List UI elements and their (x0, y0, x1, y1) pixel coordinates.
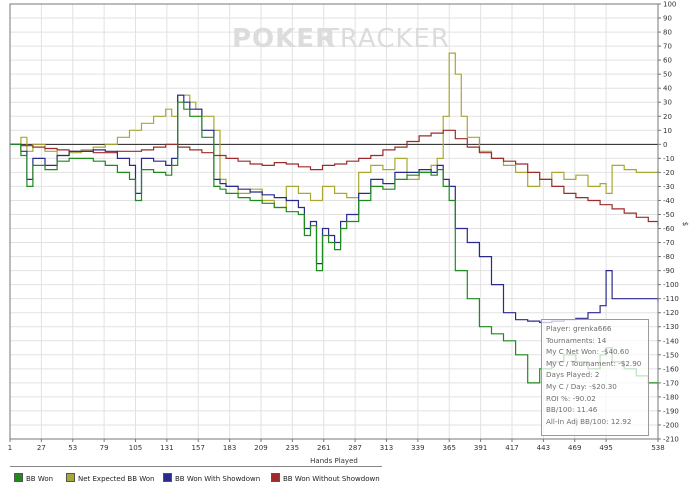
x-tick-label: 79 (100, 444, 109, 452)
x-tick-label: 469 (568, 444, 581, 452)
x-tick-label: 53 (68, 444, 77, 452)
y-tick-label: -100 (663, 281, 679, 289)
x-tick-label: 183 (223, 444, 236, 452)
legend: BB Won Net Expected BB Won BB Won With S… (0, 466, 700, 493)
y-tick-label: -110 (663, 295, 679, 303)
y-tick-label: 60 (663, 57, 672, 65)
stat-player: Player: grenka666 (546, 324, 612, 333)
x-axis-label: Hands Played (310, 457, 358, 465)
y-tick-label: -50 (663, 211, 674, 219)
y-tick-label: -10 (663, 155, 674, 163)
x-tick-label: 417 (505, 444, 518, 452)
stats-panel: Player: grenka666 Tournaments: 14 My C N… (541, 319, 649, 436)
watermark-brand-b: TRACKER (322, 24, 450, 54)
y-tick-label: 20 (663, 113, 672, 121)
y-axis-label: $ (681, 222, 689, 226)
y-tick-label: -170 (663, 379, 679, 387)
x-tick-label: 443 (537, 444, 550, 452)
x-axis-ticks: 1 27 53 79 105 131 157 183 209 235 261 287 313 339 365… (8, 439, 665, 452)
x-tick-label: 27 (37, 444, 46, 452)
y-tick-label: 70 (663, 43, 672, 51)
y-tick-label: 30 (663, 99, 672, 107)
y-tick-label: 40 (663, 85, 672, 93)
x-tick-label: 339 (411, 444, 424, 452)
legend-swatch-bb-won (14, 473, 23, 482)
y-axis-ticks: 1009080706050403020100-10-20-30-40-50-60… (658, 1, 679, 444)
legend-item-with-showdown[interactable]: BB Won With Showdown (163, 473, 260, 483)
x-tick-label: 495 (599, 444, 612, 452)
plot-frame (9, 3, 659, 440)
y-tick-label: -80 (663, 253, 674, 261)
stat-net-won: My C Net Won: -$40.60 (546, 347, 630, 357)
x-tick-label: 131 (160, 444, 173, 452)
y-tick-label: 90 (663, 15, 672, 23)
x-tick-label: 287 (348, 444, 361, 452)
x-tick-label: 157 (192, 444, 205, 452)
y-tick-label: -210 (663, 436, 679, 444)
y-tick-label: 50 (663, 71, 672, 79)
y-tick-label: -40 (663, 197, 674, 205)
y-tick-label: -190 (663, 407, 679, 415)
y-tick-label: -60 (663, 225, 674, 233)
y-tick-label: -130 (663, 323, 679, 331)
y-tick-label: -200 (663, 421, 679, 429)
x-tick-label: 313 (380, 444, 393, 452)
stat-roi: ROI %: -90.02 (546, 393, 596, 403)
legend-item-without-showdown[interactable]: BB Won Without Showdown (271, 473, 380, 483)
series-line-bb-won-without-showdown (10, 129, 659, 226)
x-tick-label: 391 (474, 444, 487, 452)
x-tick-label: 209 (254, 444, 267, 452)
y-tick-label: -160 (663, 365, 679, 373)
legend-item-bb-won[interactable]: BB Won (14, 473, 53, 483)
stat-tournaments: Tournaments: 14 (546, 335, 607, 345)
y-tick-label: 100 (663, 1, 676, 9)
x-tick-label: 261 (317, 444, 330, 452)
y-tick-label: -140 (663, 337, 679, 345)
x-tick-label: 235 (286, 444, 299, 452)
watermark: POKER TRACKER (232, 24, 450, 54)
x-tick-label: 1 (8, 444, 12, 452)
y-tick-label: -90 (663, 267, 674, 275)
legend-top-rule (10, 466, 382, 467)
stat-per-day: My C / Day: -$20.30 (546, 381, 617, 391)
y-tick-label: -30 (663, 183, 674, 191)
stat-allin-adj: All-In Adj BB/100: 12.92 (546, 416, 632, 426)
watermark-brand-a: POKER (232, 24, 336, 54)
y-tick-label: -20 (663, 169, 674, 177)
y-tick-label: -180 (663, 393, 679, 401)
y-tick-label: -70 (663, 239, 674, 247)
series-line-bb-won-with-showdown (10, 94, 659, 324)
legend-item-net-expected[interactable]: Net Expected BB Won (66, 473, 154, 483)
stat-per-tournament: My C / Tournament: -$2.90 (546, 358, 642, 368)
legend-swatch-without-showdown (271, 473, 280, 482)
x-tick-label: 365 (443, 444, 456, 452)
y-tick-label: 10 (663, 127, 672, 135)
legend-swatch-net-expected (66, 473, 75, 482)
x-tick-label: 105 (129, 444, 142, 452)
x-tick-label: 538 (651, 444, 664, 452)
y-tick-label: 0 (663, 141, 667, 149)
legend-swatch-with-showdown (163, 473, 172, 482)
y-tick-label: -150 (663, 351, 679, 359)
y-tick-label: 80 (663, 29, 672, 37)
stat-days-played: Days Played: 2 (546, 370, 600, 380)
stat-bb-100: BB/100: 11.46 (546, 405, 598, 415)
y-tick-label: -120 (663, 309, 679, 317)
